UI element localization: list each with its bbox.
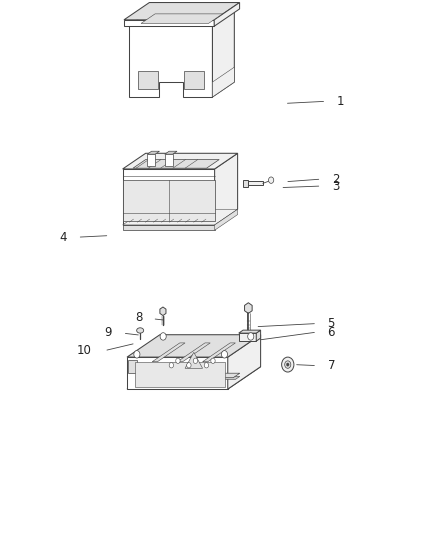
- Polygon shape: [215, 209, 237, 230]
- Text: 9: 9: [104, 326, 112, 339]
- Circle shape: [169, 362, 173, 368]
- Polygon shape: [212, 10, 234, 97]
- Circle shape: [193, 358, 198, 364]
- Circle shape: [282, 357, 294, 372]
- Circle shape: [248, 333, 254, 340]
- Polygon shape: [129, 25, 212, 97]
- Text: 1: 1: [336, 95, 344, 108]
- Text: 7: 7: [328, 359, 335, 372]
- Polygon shape: [135, 362, 225, 387]
- Text: 8: 8: [135, 311, 143, 324]
- Polygon shape: [243, 180, 248, 187]
- Ellipse shape: [137, 328, 144, 333]
- Polygon shape: [129, 10, 234, 25]
- Circle shape: [268, 177, 274, 183]
- Polygon shape: [202, 343, 236, 362]
- Polygon shape: [239, 330, 261, 333]
- Polygon shape: [177, 343, 210, 362]
- Polygon shape: [123, 209, 237, 225]
- Polygon shape: [123, 154, 237, 169]
- Circle shape: [134, 351, 140, 358]
- Polygon shape: [160, 307, 166, 316]
- Circle shape: [204, 362, 208, 368]
- Polygon shape: [165, 151, 177, 154]
- Circle shape: [285, 361, 291, 368]
- Text: 6: 6: [328, 326, 335, 338]
- Circle shape: [286, 363, 289, 366]
- Circle shape: [222, 351, 228, 358]
- Polygon shape: [147, 154, 155, 166]
- Polygon shape: [123, 169, 215, 225]
- Polygon shape: [123, 225, 215, 230]
- Polygon shape: [248, 181, 263, 185]
- Polygon shape: [133, 159, 219, 168]
- Polygon shape: [212, 67, 234, 97]
- Circle shape: [160, 333, 166, 340]
- Polygon shape: [124, 20, 214, 26]
- Text: 2: 2: [332, 173, 339, 185]
- Polygon shape: [223, 376, 240, 379]
- Polygon shape: [148, 376, 166, 379]
- Polygon shape: [165, 154, 173, 166]
- Polygon shape: [123, 180, 215, 221]
- Polygon shape: [239, 333, 256, 341]
- Text: 4: 4: [60, 231, 67, 244]
- Text: 3: 3: [332, 180, 339, 193]
- Text: 5: 5: [328, 317, 335, 330]
- Polygon shape: [127, 367, 261, 389]
- Polygon shape: [256, 330, 261, 341]
- Polygon shape: [138, 71, 158, 89]
- Circle shape: [211, 358, 215, 364]
- Polygon shape: [214, 3, 240, 26]
- Circle shape: [176, 358, 180, 364]
- Polygon shape: [141, 14, 223, 23]
- Polygon shape: [228, 335, 261, 389]
- Circle shape: [187, 362, 191, 368]
- Polygon shape: [128, 360, 137, 373]
- Polygon shape: [124, 3, 240, 20]
- Polygon shape: [147, 151, 159, 154]
- Polygon shape: [215, 154, 237, 225]
- Text: 10: 10: [77, 344, 92, 357]
- Polygon shape: [185, 352, 202, 368]
- Polygon shape: [127, 357, 228, 389]
- Polygon shape: [244, 303, 252, 313]
- Polygon shape: [184, 71, 204, 89]
- Polygon shape: [167, 373, 240, 378]
- Polygon shape: [127, 335, 261, 357]
- Polygon shape: [152, 343, 185, 362]
